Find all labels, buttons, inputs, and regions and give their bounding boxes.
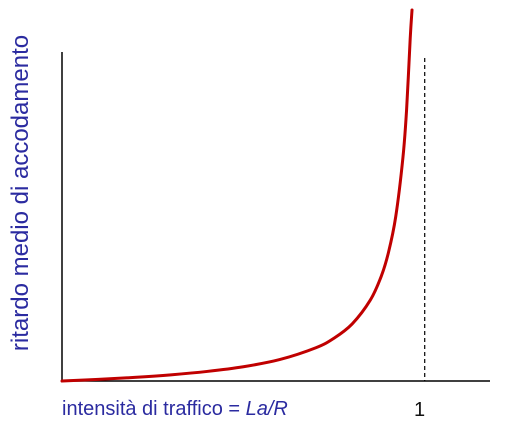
x-axis-label-formula: La/R (246, 398, 288, 420)
x-axis-label-text: intensità di traffico = (62, 398, 246, 420)
y-axis-label: ritardo medio di accodamento (7, 34, 35, 350)
series-group (62, 10, 412, 381)
x-tick-label-1: 1 (414, 399, 425, 422)
x-axis-label: intensità di traffico = La/R (62, 398, 288, 421)
y-axis-label-container: ritardo medio di accodamento (2, 0, 40, 385)
series-line-0 (62, 10, 412, 381)
